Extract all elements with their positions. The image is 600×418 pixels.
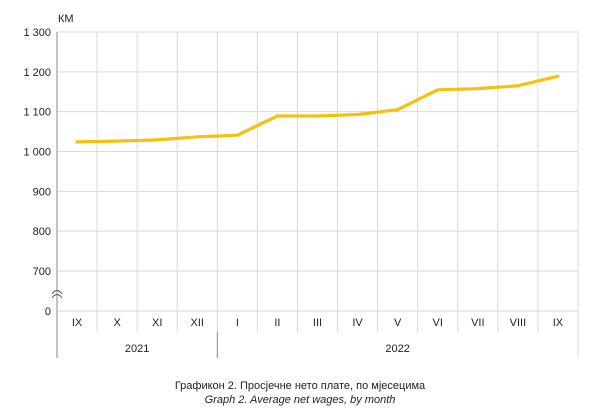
x-axis-ticks: IX X XI XII I II III IV V VI VII VIII IX <box>72 317 564 329</box>
x-tick-label: XII <box>191 317 204 329</box>
y-tick-label: 700 <box>33 266 51 278</box>
series-line <box>75 74 560 144</box>
axes <box>51 32 218 358</box>
y-tick-label: 900 <box>33 186 51 198</box>
x-tick-label: VI <box>433 317 443 329</box>
x-tick-label: I <box>236 317 239 329</box>
chart-title: Графикон 2. Просјечне нето плате, по мје… <box>174 380 426 392</box>
y-tick-label: 800 <box>33 226 51 238</box>
series-layer <box>75 74 560 144</box>
year-labels: 2021 2022 <box>125 343 410 355</box>
x-tick-label: XI <box>152 317 162 329</box>
x-tick-label: VII <box>471 317 484 329</box>
year-label: 2021 <box>125 343 149 355</box>
grid <box>56 31 579 358</box>
y-tick-label-zero: 0 <box>45 306 51 318</box>
chart-subtitle: Graph 2. Average net wages, by month <box>204 394 396 406</box>
x-tick-label: VIII <box>510 317 527 329</box>
x-tick-label: IV <box>352 317 363 329</box>
axis-break-mark <box>51 290 63 295</box>
axis-break-mark <box>51 294 63 299</box>
year-label: 2022 <box>385 343 409 355</box>
y-tick-label: 1 300 <box>23 27 51 39</box>
x-tick-label: II <box>274 317 280 329</box>
x-tick-label: IX <box>72 317 83 329</box>
x-tick-label: X <box>113 317 121 329</box>
x-tick-label: IX <box>553 317 564 329</box>
y-tick-label: 1 100 <box>23 107 51 119</box>
x-tick-label: V <box>394 317 402 329</box>
y-tick-label: 1 000 <box>23 147 51 159</box>
unit-label: КМ <box>58 13 74 25</box>
y-tick-label: 1 200 <box>23 67 51 79</box>
x-tick-label: III <box>313 317 322 329</box>
y-axis-ticks: 1 300 1 200 1 100 1 000 900 800 700 0 <box>23 27 51 318</box>
